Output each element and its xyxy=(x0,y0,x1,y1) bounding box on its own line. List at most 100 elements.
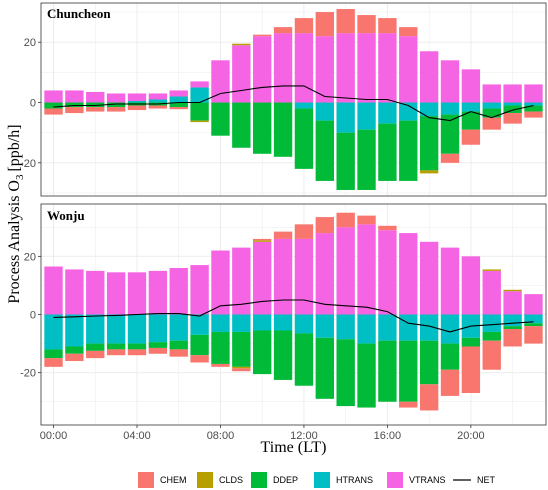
bar-ddep-h11 xyxy=(273,102,293,157)
bar-ddep-h23 xyxy=(524,323,543,327)
bar-ddep-h12 xyxy=(294,108,314,169)
bar-chem-h7 xyxy=(190,355,209,363)
bar-chem-h19 xyxy=(440,369,460,396)
bar-ddep-h22 xyxy=(503,326,522,330)
bar-vtrans-h21 xyxy=(482,270,501,315)
bar-htrans-h18 xyxy=(419,314,439,341)
x-tick-label: 16:00 xyxy=(374,430,402,442)
bar-htrans-h6 xyxy=(169,96,188,103)
bar-htrans-h6 xyxy=(169,314,188,341)
bar-htrans-h15 xyxy=(357,314,376,344)
bar-htrans-h23 xyxy=(524,314,543,324)
bar-htrans-h7 xyxy=(190,314,209,335)
bar-ddep-h0 xyxy=(44,102,63,109)
bar-vtrans-h8 xyxy=(211,60,230,103)
bar-vtrans-h21 xyxy=(482,84,501,103)
y-axis-title: Process Analysis O3 [ppb/h] xyxy=(6,124,26,303)
bar-htrans-h3 xyxy=(106,314,126,344)
bar-clds-h9 xyxy=(232,43,251,46)
bar-ddep-h17 xyxy=(399,340,418,402)
bar-chem-h17 xyxy=(399,401,418,408)
bar-vtrans-h14 xyxy=(336,227,355,315)
bar-clds-h22 xyxy=(503,289,522,292)
bar-ddep-h20 xyxy=(461,337,481,347)
bar-vtrans-h9 xyxy=(232,45,251,103)
bar-chem-h4 xyxy=(127,105,147,111)
panel-title: Chuncheon xyxy=(47,6,111,21)
bar-ddep-h1 xyxy=(65,346,84,354)
bar-htrans-h21 xyxy=(482,314,501,332)
legend-key-swatch xyxy=(387,472,403,488)
bar-vtrans-h5 xyxy=(148,93,168,100)
bar-vtrans-h19 xyxy=(440,60,460,103)
bar-vtrans-h17 xyxy=(399,233,418,315)
bar-htrans-h16 xyxy=(378,102,397,124)
legend-item-clds: CLDS xyxy=(197,472,243,488)
legend-label: VTRANS xyxy=(409,475,446,485)
bar-ddep-h22 xyxy=(503,105,522,114)
bar-chem-h6 xyxy=(169,107,188,110)
bar-vtrans-h7 xyxy=(190,81,209,88)
bar-chem-h20 xyxy=(461,346,481,394)
bar-chem-h11 xyxy=(273,27,293,34)
y-tick-label: -20 xyxy=(20,368,36,380)
bar-ddep-h16 xyxy=(378,123,397,181)
bar-htrans-h12 xyxy=(294,102,314,109)
bar-htrans-h22 xyxy=(503,102,522,106)
bar-ddep-h6 xyxy=(169,102,188,108)
bar-htrans-h15 xyxy=(357,102,376,130)
bar-htrans-h9 xyxy=(232,314,251,332)
bar-ddep-h21 xyxy=(482,108,501,118)
y-axis-ticks: -20 0 20 xyxy=(20,251,41,380)
net-line xyxy=(53,299,534,333)
bar-chem-h11 xyxy=(273,231,293,239)
bar-chem-h14 xyxy=(336,9,355,34)
bar-htrans-h2 xyxy=(86,314,105,344)
bar-htrans-h19 xyxy=(440,102,460,115)
bar-htrans-h5 xyxy=(148,314,168,343)
bar-chem-h0 xyxy=(44,108,63,115)
legend-key-swatch xyxy=(251,472,267,488)
bar-htrans-h20 xyxy=(461,102,481,112)
y-axis-title-main: Process Analysis O xyxy=(6,180,23,304)
bar-vtrans-h2 xyxy=(86,270,105,315)
bar-chem-h3 xyxy=(106,349,126,356)
bar-htrans-h10 xyxy=(253,314,272,331)
bar-vtrans-h2 xyxy=(86,91,105,103)
legend-label: DDEP xyxy=(273,475,298,485)
bar-vtrans-h11 xyxy=(273,238,293,315)
legend-label: CLDS xyxy=(219,475,243,485)
panel-border xyxy=(40,2,547,197)
bar-vtrans-h6 xyxy=(169,90,188,97)
bar-chem-h10 xyxy=(253,34,272,37)
bar-htrans-h14 xyxy=(336,102,355,133)
bar-ddep-h14 xyxy=(336,132,355,190)
bar-ddep-h20 xyxy=(461,111,481,130)
x-tick-label: 20:00 xyxy=(457,430,485,442)
bar-ddep-h13 xyxy=(315,120,334,181)
bar-ddep-h8 xyxy=(211,102,230,136)
bar-ddep-h10 xyxy=(253,330,272,375)
bar-htrans-h7 xyxy=(190,87,209,103)
bar-vtrans-h1 xyxy=(65,269,84,315)
panel-wonju: Wonju -20 0 20 xyxy=(20,203,547,426)
bar-chem-h1 xyxy=(65,107,84,114)
bar-chem-h21 xyxy=(482,340,501,370)
bar-ddep-h6 xyxy=(169,340,188,350)
legend: CHEM CLDS DDEP HTRANS VTRANS NET xyxy=(138,472,496,488)
bar-htrans-h4 xyxy=(127,314,147,344)
bar-vtrans-h22 xyxy=(503,84,522,103)
bar-chem-h13 xyxy=(315,12,334,37)
bar-ddep-h9 xyxy=(232,102,251,148)
bar-vtrans-h8 xyxy=(211,250,230,315)
bar-htrans-h21 xyxy=(482,102,501,109)
bar-htrans-h19 xyxy=(440,314,460,344)
bar-htrans-h17 xyxy=(399,314,418,341)
bar-chem-h2 xyxy=(86,107,105,112)
bar-htrans-h12 xyxy=(294,314,314,334)
bar-vtrans-h0 xyxy=(44,266,63,315)
bar-chem-h23 xyxy=(524,111,543,118)
bar-ddep-h15 xyxy=(357,129,376,190)
legend-label: CHEM xyxy=(160,475,187,485)
